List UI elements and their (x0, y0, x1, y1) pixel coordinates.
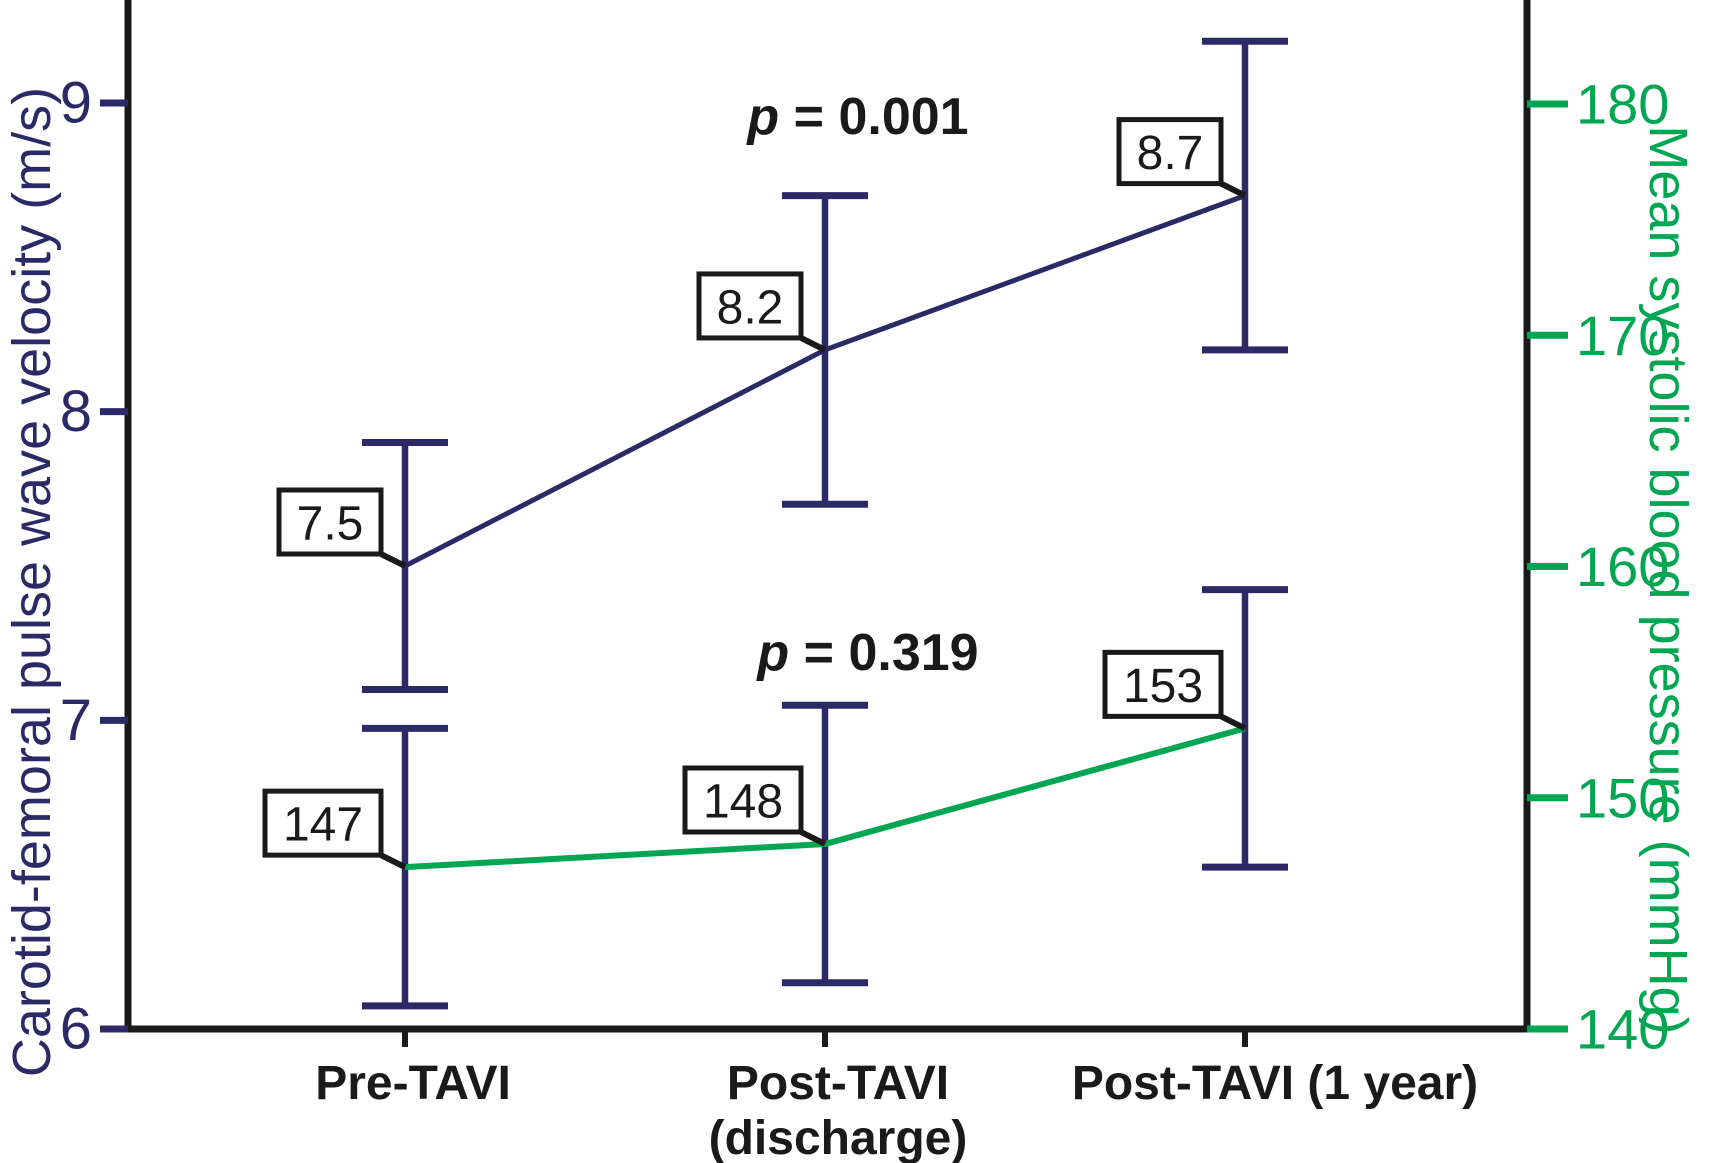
left-axis-tick-label: 7 (60, 688, 92, 753)
right-axis-tick-label: 180 (1576, 73, 1669, 136)
callout-box (1102, 649, 1224, 719)
callout-labels-group: 7.5 8.2 8.7 147 148 153 (262, 117, 1247, 870)
callout-pointer (1219, 713, 1247, 732)
p-value-annotation: p = 0.001 (745, 88, 968, 146)
callout-value-label: 7.5 (297, 498, 364, 551)
p-value-number: = 0.001 (779, 88, 968, 146)
callout-pointer (379, 852, 407, 870)
p-value-annotation: p = 0.319 (755, 624, 978, 682)
callout-pointer (799, 335, 827, 353)
callout-value-label: 148 (703, 776, 783, 829)
p-value-number: = 0.319 (789, 624, 978, 682)
callout-value-label: 8.7 (1137, 127, 1204, 180)
x-category-label: Pre-TAVI (315, 1057, 511, 1110)
right-axis-tick-label: 160 (1576, 535, 1669, 598)
callout-value-label: 8.2 (717, 281, 784, 334)
x-category-label: Post-TAVI (1 year) (1072, 1057, 1478, 1110)
callout-pointer (1219, 180, 1247, 199)
p-value-symbol: p (755, 624, 789, 682)
callout-box (696, 271, 804, 341)
p-value-symbol: p (745, 88, 779, 146)
callout-value-label: 147 (283, 799, 363, 852)
callout-pointer (799, 829, 827, 847)
left-axis-tick-label: 8 (60, 379, 92, 444)
callout-pointer (379, 551, 407, 569)
left-axis-tick-label: 6 (60, 997, 92, 1062)
left-axis-tick-label: 9 (60, 71, 92, 136)
callout-box (1116, 117, 1224, 187)
callout-box (682, 765, 804, 835)
x-category-label: (discharge) (709, 1112, 968, 1163)
callout-value-label: 153 (1123, 660, 1203, 713)
right-axis-title: Mean systolic blood pressure (mmHg) (1638, 125, 1698, 1034)
callout-box (276, 487, 384, 557)
callout-box (262, 788, 384, 858)
right-axis-tick-label: 170 (1576, 304, 1669, 367)
left-axis-title: Carotid-femoral pulse wave velocity (m/s… (2, 87, 62, 1077)
right-axis-tick-label: 140 (1576, 998, 1669, 1061)
right-axis-tick-label: 150 (1576, 766, 1669, 829)
x-category-label: Post-TAVI (727, 1057, 949, 1110)
